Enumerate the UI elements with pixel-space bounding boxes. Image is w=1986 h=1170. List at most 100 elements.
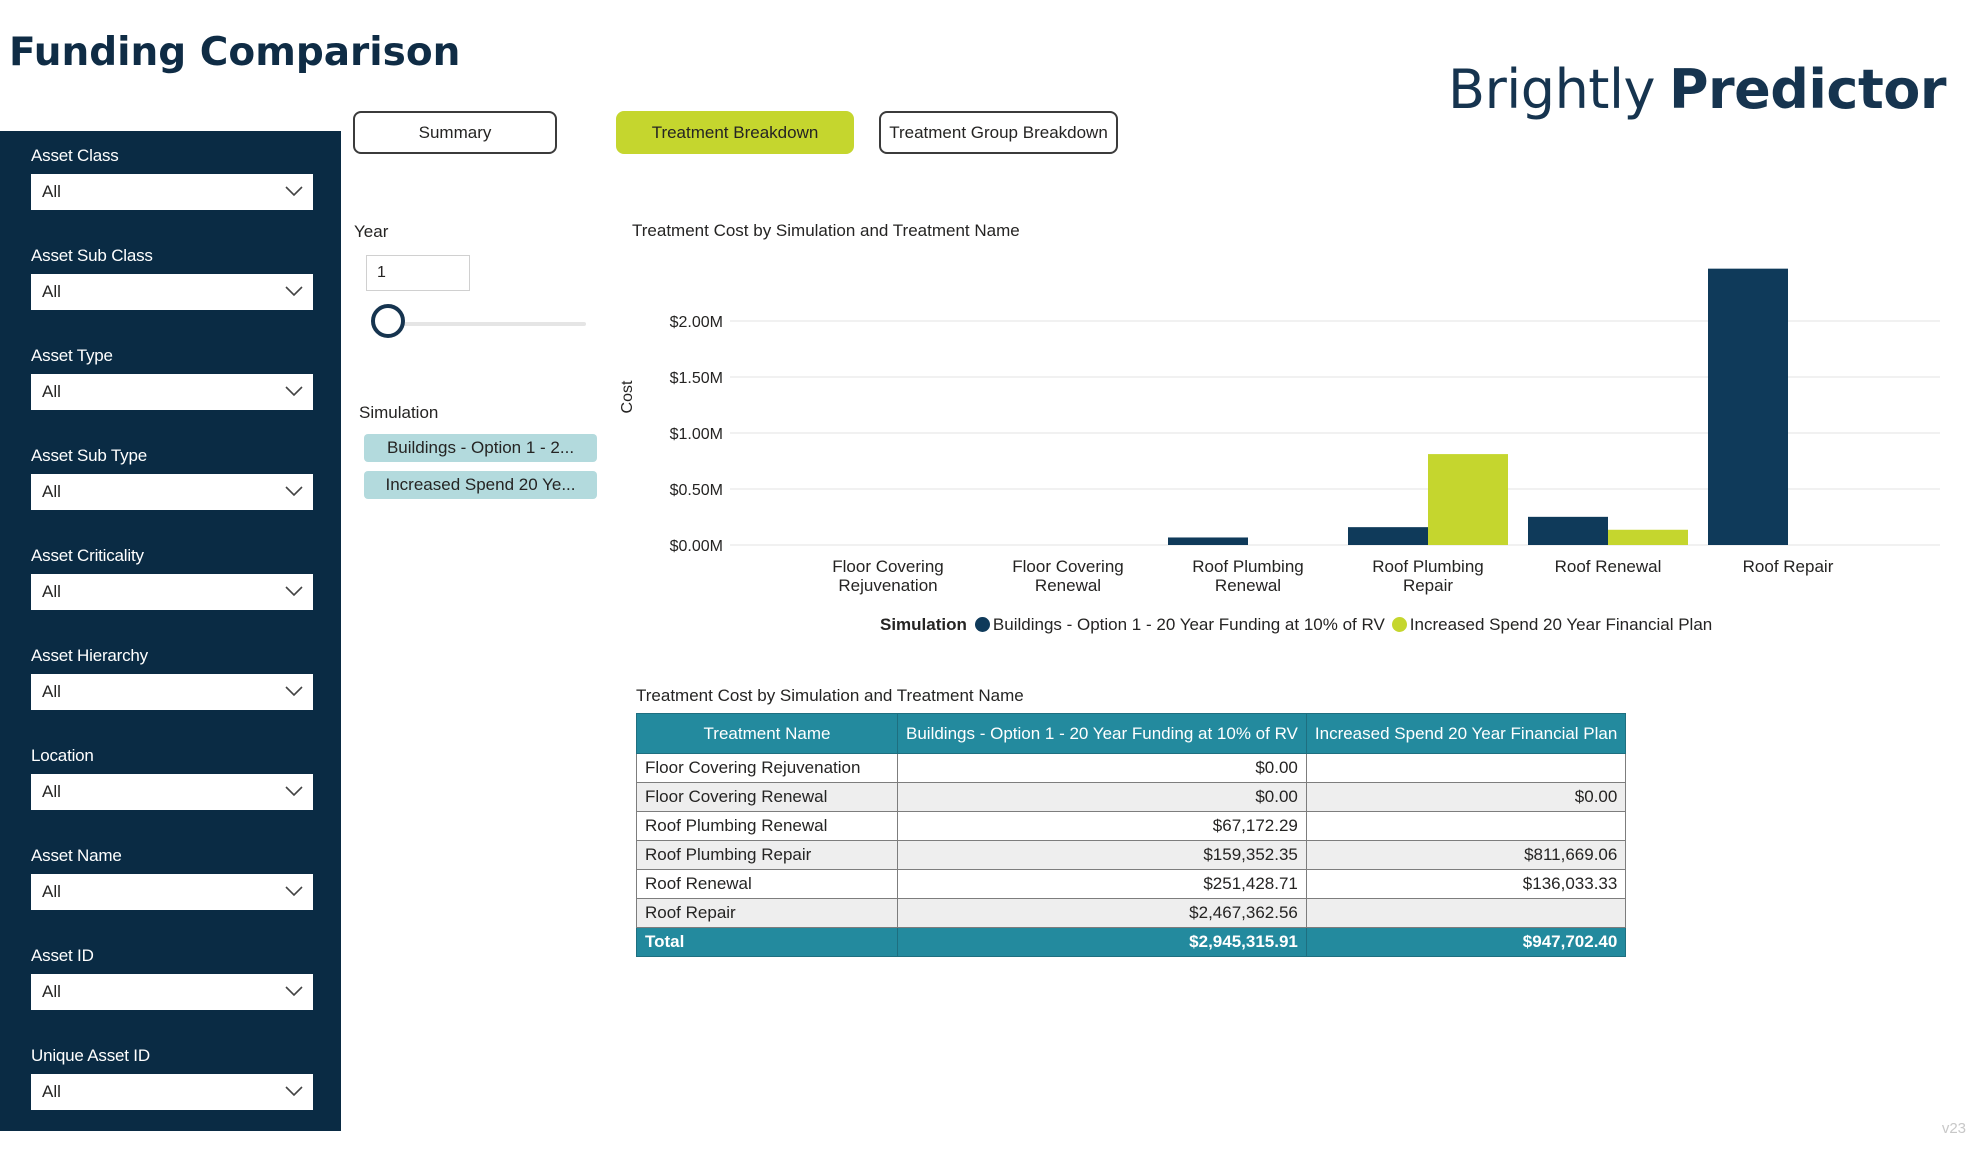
table-header-row: Treatment Name Buildings - Option 1 - 20… [636,713,1627,754]
filter-dropdown-asset-hierarchy[interactable]: All [31,674,313,710]
table-row: Roof Plumbing Renewal $67,172.29 [636,811,1627,841]
x-tick-label: Floor Covering Renewal [1012,557,1124,595]
treatment-group-breakdown-tab-button[interactable]: Treatment Group Breakdown [879,111,1118,154]
legend-item-buildings[interactable]: Buildings - Option 1 - 20 Year Funding a… [974,615,1385,634]
filter-location: Location All [31,746,314,810]
treatment-breakdown-tab-button[interactable]: Treatment Breakdown [616,111,854,154]
filter-dropdown-location[interactable]: All [31,774,313,810]
y-tick-label: $2.00M [670,314,723,331]
filter-value-asset-type: All [42,382,61,401]
filter-asset-criticality: Asset Criticality All [31,546,314,610]
legend-title: Simulation [880,615,967,634]
table-total-value: $2,945,315.91 [897,927,1307,957]
filter-value-asset-name: All [42,882,61,901]
bar-buildings[interactable] [1528,516,1608,545]
filter-dropdown-asset-id[interactable]: All [31,974,313,1010]
table-cell-cost: $159,352.35 [897,840,1307,870]
page-title: Funding Comparison [9,30,461,75]
filter-value-asset-hierarchy: All [42,682,61,701]
legend-item-increased-spend[interactable]: Increased Spend 20 Year Financial Plan [1391,615,1712,634]
table-cell-cost: $2,467,362.56 [897,898,1307,928]
filter-asset-type: Asset Type All [31,346,314,410]
table-cell-treatment-name: Roof Plumbing Repair [636,840,898,870]
filter-asset-hierarchy: Asset Hierarchy All [31,646,314,710]
filter-dropdown-unique-asset-id[interactable]: All [31,1074,313,1110]
brand-logo: Brightly Predictor [1448,58,1946,121]
filter-unique-asset-id: Unique Asset ID All [31,1046,314,1110]
table-cell-cost [1305,898,1627,928]
treatment-cost-bar-chart: $0.00M $0.50M $1.00M $1.50M $2.00M Cost Floor … [620,268,1940,595]
table-row: Roof Renewal $251,428.71 $136,033.33 [636,869,1627,899]
filter-asset-name: Asset Name All [31,846,314,910]
bar-buildings[interactable] [1708,268,1788,545]
bar-buildings[interactable] [1168,537,1248,545]
filter-dropdown-asset-sub-type[interactable]: All [31,474,313,510]
year-input[interactable]: 1 [366,255,470,291]
filter-dropdown-asset-criticality[interactable]: All [31,574,313,610]
filter-dropdown-asset-type[interactable]: All [31,374,313,410]
table-cell-cost: $0.00 [897,753,1307,783]
table-row: Floor Covering Rejuvenation $0.00 [636,753,1627,783]
chevron-down-icon [285,786,303,797]
table-total-value: $947,702.40 [1305,927,1627,957]
table-cell-treatment-name: Roof Repair [636,898,898,928]
x-tick-label: Roof Plumbing Repair [1372,557,1484,595]
y-tick-label: $0.50M [670,482,723,499]
column-header-increased-spend[interactable]: Increased Spend 20 Year Financial Plan [1305,713,1627,754]
table-row: Roof Repair $2,467,362.56 [636,898,1627,928]
chevron-down-icon [285,686,303,697]
summary-tab-button[interactable]: Summary [353,111,557,154]
chart-title: Treatment Cost by Simulation and Treatme… [632,221,1020,240]
table-total-row: Total $2,945,315.91 $947,702.40 [636,927,1627,957]
table-cell-cost: $0.00 [897,782,1307,812]
filter-sidebar: Asset Class All Asset Sub Class All Asset Ty… [0,131,341,1131]
filter-asset-id: Asset ID All [31,946,314,1010]
table-cell-cost: $67,172.29 [897,811,1307,841]
brand-name-part1: Brightly [1448,58,1655,121]
filter-label-asset-hierarchy: Asset Hierarchy [31,646,148,665]
y-tick-label: $1.50M [670,370,723,387]
y-tick-label: $1.00M [670,426,723,443]
filter-value-asset-id: All [42,982,61,1001]
column-header-treatment-name[interactable]: Treatment Name [636,713,898,754]
simulation-chip-buildings[interactable]: Buildings - Option 1 - 2... [364,434,597,462]
filter-value-asset-sub-class: All [42,282,61,301]
year-label: Year [354,222,389,241]
chevron-down-icon [285,486,303,497]
x-tick-label: Roof Repair [1743,557,1834,576]
filter-asset-sub-type: Asset Sub Type All [31,446,314,510]
chevron-down-icon [285,386,303,397]
table-row: Floor Covering Renewal $0.00 $0.00 [636,782,1627,812]
filter-dropdown-asset-class[interactable]: All [31,174,313,210]
simulation-chip-increased-spend[interactable]: Increased Spend 20 Ye... [364,471,597,499]
chevron-down-icon [285,586,303,597]
chevron-down-icon [285,286,303,297]
filter-label-asset-id: Asset ID [31,946,94,965]
table-cell-cost [1305,811,1627,841]
filter-value-asset-class: All [42,182,61,201]
filter-label-asset-criticality: Asset Criticality [31,546,144,565]
table-cell-cost: $251,428.71 [897,869,1307,899]
chevron-down-icon [285,1086,303,1097]
year-slider-handle[interactable] [371,304,405,338]
filter-label-asset-name: Asset Name [31,846,122,865]
bar-increased-spend[interactable] [1428,454,1508,545]
table-cell-treatment-name: Roof Renewal [636,869,898,899]
legend-dot-buildings [974,617,990,632]
filter-dropdown-asset-name[interactable]: All [31,874,313,910]
column-header-buildings[interactable]: Buildings - Option 1 - 20 Year Funding a… [897,713,1307,754]
bar-buildings[interactable] [1348,527,1428,545]
filter-value-location: All [42,782,61,801]
filter-dropdown-asset-sub-class[interactable]: All [31,274,313,310]
table-cell-treatment-name: Floor Covering Rejuvenation [636,753,898,783]
treatment-cost-table: Treatment Name Buildings - Option 1 - 20… [636,713,1627,957]
table-total-label: Total [636,927,898,957]
bar-increased-spend[interactable] [1608,529,1688,545]
year-slider-track[interactable] [391,322,586,326]
simulation-label: Simulation [359,403,439,422]
brand-name-part2: Predictor [1668,58,1947,121]
filter-value-asset-sub-type: All [42,482,61,501]
filter-value-unique-asset-id: All [42,1082,61,1101]
filter-label-asset-class: Asset Class [31,146,119,165]
filter-label-asset-sub-class: Asset Sub Class [31,246,153,265]
